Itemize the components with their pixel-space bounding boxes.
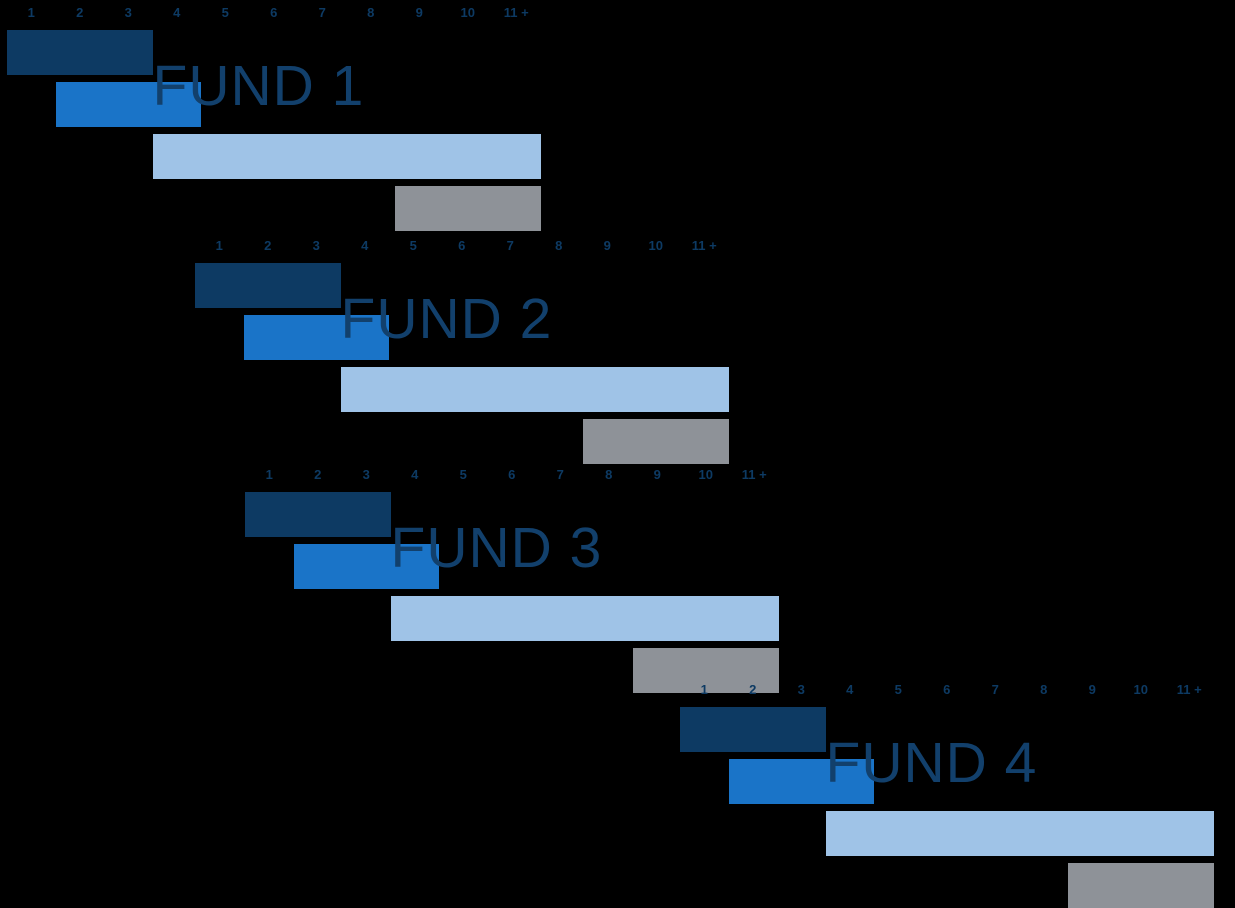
axis-tick: 9 xyxy=(604,238,611,253)
axis-tick: 5 xyxy=(222,5,229,20)
axis-tick: 11 + xyxy=(692,238,717,253)
axis-tick: 11 + xyxy=(742,467,767,482)
phase-bar-1 xyxy=(195,263,341,308)
axis-tick: 1 xyxy=(216,238,223,253)
axis-tick: 10 xyxy=(461,5,475,20)
axis-tick: 3 xyxy=(363,467,370,482)
phase-bar-1 xyxy=(680,707,826,752)
fund-label: FUND 2 xyxy=(341,291,553,348)
axis-tick: 8 xyxy=(367,5,374,20)
axis-tick: 2 xyxy=(749,682,756,697)
axis-tick: 8 xyxy=(605,467,612,482)
axis-tick: 7 xyxy=(319,5,326,20)
phase-bar-3 xyxy=(341,367,729,412)
phase-bar-1 xyxy=(245,492,391,537)
fund-label: FUND 4 xyxy=(826,735,1038,792)
axis-tick: 6 xyxy=(458,238,465,253)
axis-tick: 5 xyxy=(410,238,417,253)
axis-tick: 5 xyxy=(460,467,467,482)
phase-bar-1 xyxy=(7,30,153,75)
axis-tick: 9 xyxy=(416,5,423,20)
phase-bar-3 xyxy=(391,596,779,641)
axis-tick: 11 + xyxy=(1177,682,1202,697)
axis-tick: 4 xyxy=(173,5,180,20)
axis-tick: 4 xyxy=(846,682,853,697)
axis-tick: 10 xyxy=(649,238,663,253)
axis-tick: 3 xyxy=(798,682,805,697)
phase-bar-4 xyxy=(1068,863,1214,908)
phase-bar-4 xyxy=(395,186,541,231)
axis-tick: 3 xyxy=(125,5,132,20)
axis-tick: 2 xyxy=(76,5,83,20)
axis-tick: 3 xyxy=(313,238,320,253)
axis-tick: 2 xyxy=(264,238,271,253)
axis-tick: 7 xyxy=(557,467,564,482)
fund-label: FUND 3 xyxy=(391,520,603,577)
phase-bar-3 xyxy=(153,134,541,179)
axis-tick: 6 xyxy=(270,5,277,20)
axis-tick: 11 + xyxy=(504,5,529,20)
axis-tick: 6 xyxy=(943,682,950,697)
fund-label: FUND 1 xyxy=(153,58,365,115)
axis-tick: 4 xyxy=(411,467,418,482)
phase-bar-4 xyxy=(583,419,729,464)
axis-tick: 8 xyxy=(555,238,562,253)
axis-tick: 1 xyxy=(701,682,708,697)
axis-tick: 8 xyxy=(1040,682,1047,697)
axis-tick: 7 xyxy=(507,238,514,253)
axis-tick: 7 xyxy=(992,682,999,697)
axis-tick: 6 xyxy=(508,467,515,482)
axis-tick: 4 xyxy=(361,238,368,253)
axis-tick: 1 xyxy=(266,467,273,482)
axis-tick: 1 xyxy=(28,5,35,20)
axis-tick: 9 xyxy=(1089,682,1096,697)
axis-tick: 10 xyxy=(1134,682,1148,697)
axis-tick: 5 xyxy=(895,682,902,697)
phase-bar-3 xyxy=(826,811,1214,856)
axis-tick: 9 xyxy=(654,467,661,482)
axis-tick: 2 xyxy=(314,467,321,482)
axis-tick: 10 xyxy=(699,467,713,482)
